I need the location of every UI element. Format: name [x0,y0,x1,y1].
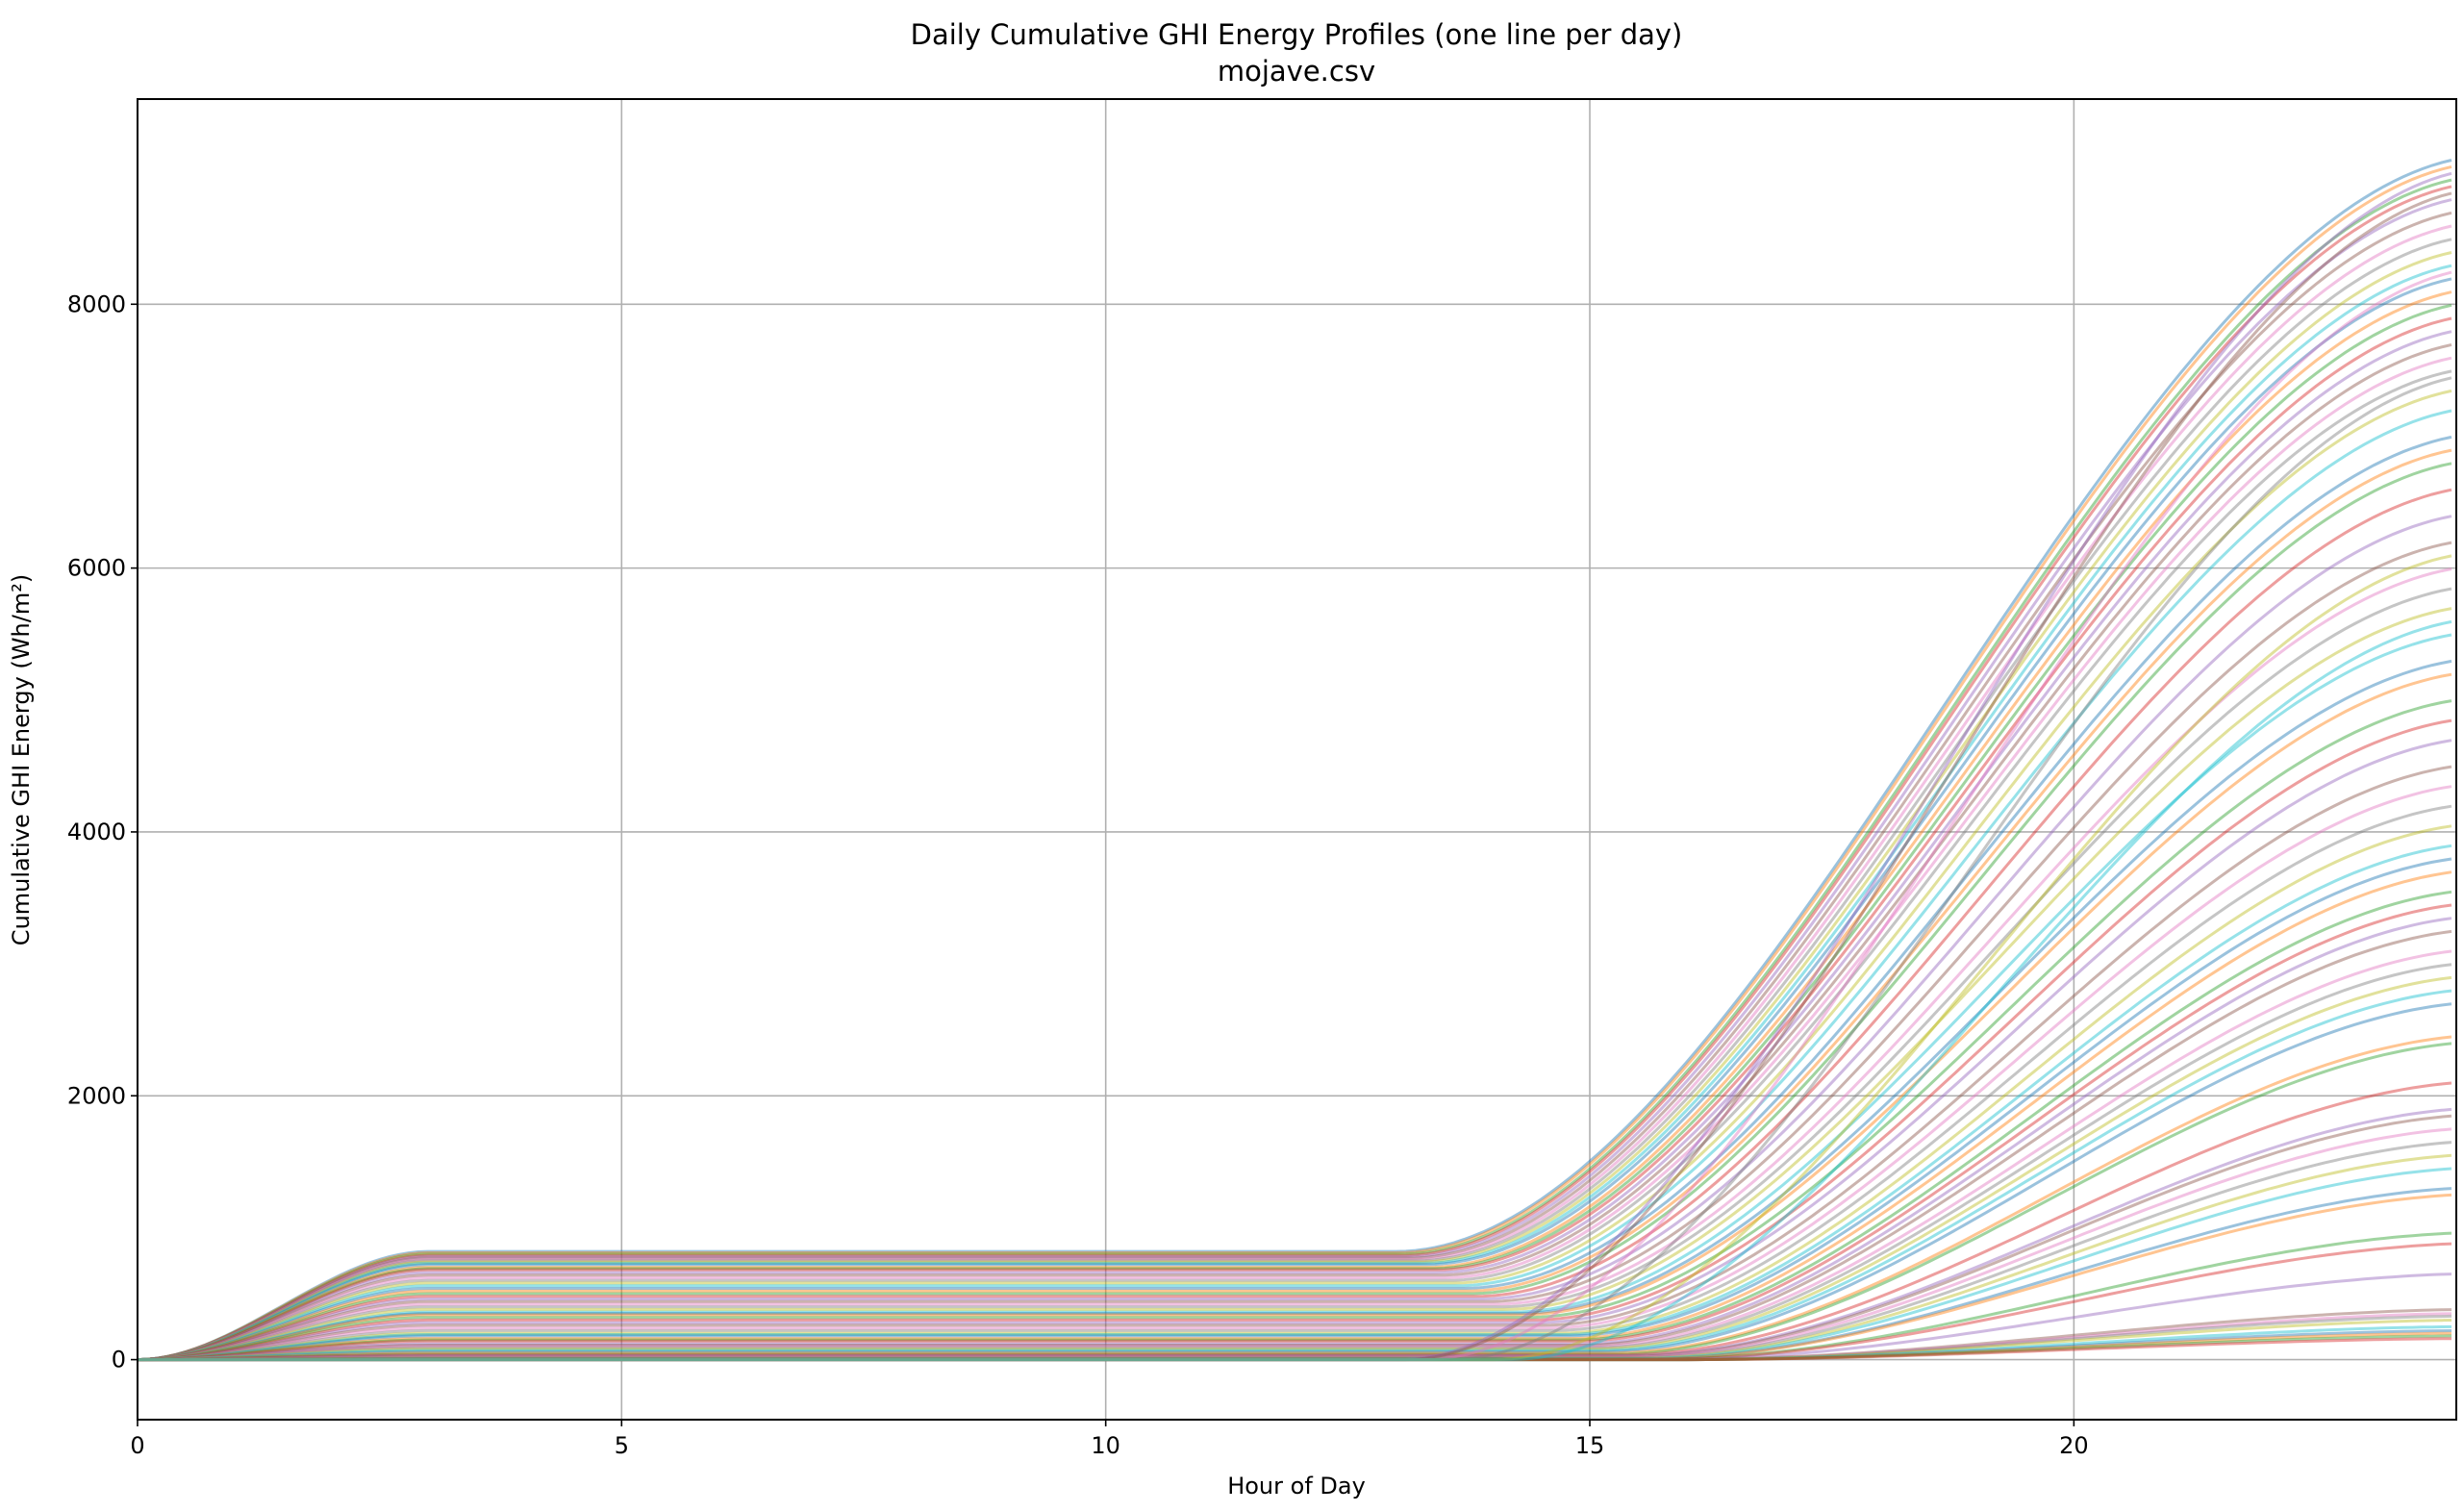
y-tick-label: 8000 [67,290,126,317]
series-line-day [137,785,2452,1362]
series-line-day [137,159,2452,1362]
series-line-day [137,929,2452,1362]
series-line-day [137,277,2452,1362]
series-line-day [138,171,2452,1362]
series-line-day [137,211,2452,1362]
series-line-day [138,1042,2452,1362]
series-line-day [138,1334,2452,1362]
series-line-day [137,857,2452,1362]
series-line-day [138,1329,2452,1362]
series-line-day [137,541,2452,1362]
series-line-day [137,330,2452,1362]
series-line-day [137,804,2452,1362]
series-line-day [137,633,2452,1362]
x-tick-label: 0 [130,1432,144,1459]
series-line-day [138,1035,2452,1362]
x-tick-label: 5 [615,1432,629,1459]
series-line-day [138,1324,2452,1362]
series-line-day [137,824,2452,1362]
series-line-day [137,917,2452,1362]
series-line-day [137,567,2452,1362]
series-line-day [137,844,2452,1362]
series-line-day [138,1273,2452,1362]
series-line-day [137,185,2452,1362]
series-line-day [137,342,2452,1362]
series-line-day [138,1314,2452,1362]
chart-subtitle: mojave.csv [1218,55,1375,88]
axes-frame [137,98,2457,1421]
series-line-day [138,1331,2452,1362]
x-tick-label: 15 [1575,1432,1605,1459]
series-line-day [138,1153,2452,1362]
y-tick-label: 2000 [67,1082,126,1109]
series-line-day [138,963,2452,1362]
ticks: 0 5 10 15 20 0 2000 4000 6000 8000 [67,290,2089,1459]
series-line-day [138,1127,2452,1362]
series-line-day [137,587,2452,1362]
series-line-day [138,989,2452,1362]
series-line-day [138,191,2452,1362]
series-line-day [137,765,2452,1362]
series-line-day [137,409,2452,1362]
series-line-day [138,1319,2452,1362]
grid [137,99,2456,1420]
x-axis-label: Hour of Day [1227,1473,1366,1499]
series-line-day [137,435,2452,1362]
series-line-day [138,554,2452,1362]
series-line-day [137,739,2452,1362]
series-line-day [137,389,2452,1362]
series-line-day [137,515,2452,1362]
series-line-day [137,369,2452,1362]
y-tick-label: 0 [112,1347,126,1373]
series-line-day [137,488,2452,1362]
series-line-day [137,448,2452,1362]
y-tick-label: 6000 [67,555,126,582]
series-line-day [138,1002,2452,1362]
series-line-day [138,376,2452,1362]
series-line-day [138,1081,2452,1362]
series-line-day [137,699,2452,1362]
series-line-day [137,890,2452,1362]
series-line-day [137,198,2452,1362]
series-line-day [137,290,2452,1362]
x-tick-label: 20 [2059,1432,2089,1459]
series-line-day [137,903,2452,1362]
series-line-day [137,316,2452,1362]
series-line-day [137,870,2452,1362]
x-tick-label: 10 [1091,1432,1120,1459]
series-line-day [137,672,2452,1362]
series-line-day [138,1337,2452,1362]
series-line-day [138,619,2452,1362]
series-line-day [137,659,2452,1362]
series-line-day [138,1187,2452,1362]
series-line-day [138,1312,2452,1362]
series-line-day [137,462,2452,1362]
chart-title: Daily Cumulative GHI Energy Profiles (on… [911,18,1683,51]
series-line-day [138,1107,2452,1362]
series-line-day [137,264,2452,1362]
y-tick-label: 4000 [67,819,126,845]
series-line-day [138,1242,2452,1362]
series-line-day [137,356,2452,1362]
series-line-day [137,178,2452,1362]
series-line-day [138,1193,2452,1362]
series-lines [137,159,2452,1362]
series-line-day [138,1308,2452,1362]
series-line-day [137,949,2452,1362]
series-line-day [137,303,2452,1362]
series-line-day [137,164,2452,1362]
series-line-day [138,1114,2452,1362]
series-line-day [137,238,2452,1362]
series-line-day [138,975,2452,1362]
series-line-day [137,251,2452,1362]
series-line-day [137,718,2452,1362]
series-line-day [138,1167,2452,1362]
series-line-day [137,607,2452,1362]
series-line-day [138,270,2452,1362]
series-line-day [138,1141,2452,1362]
y-axis-label: Cumulative GHI Energy (Wh/m²) [8,574,35,945]
series-line-day [138,1231,2452,1362]
series-line-day [137,224,2452,1362]
